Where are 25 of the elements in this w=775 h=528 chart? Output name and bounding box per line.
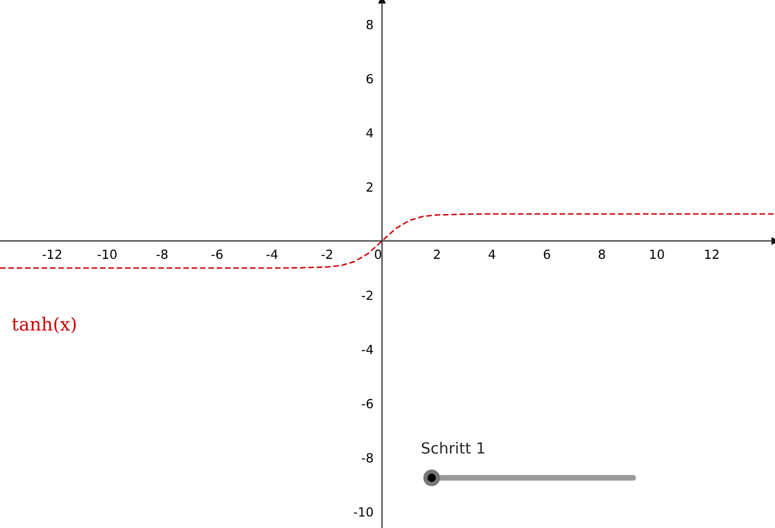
annotation: tanh(x) [12,316,76,334]
y-tick-label: 6 [366,74,373,84]
y-tick-label: -8 [362,453,373,463]
y-tick-label: 2 [366,182,372,192]
x-tick-label: 10 [650,250,664,259]
y-tick-label: -4 [362,344,373,354]
x-tick-label: -10 [98,250,117,259]
y-tick-label: 8 [366,20,373,30]
x-tick-label: -2 [321,250,332,259]
y-tick-label: -10 [354,507,373,517]
y-tick-label: 4 [366,128,373,138]
x-tick-label: 12 [705,250,718,259]
y-tick-label: -6 [362,398,373,408]
x-tick-label: -4 [266,250,278,259]
x-tick-label: -6 [211,250,223,259]
x-tick-label: 2 [434,250,440,259]
x-tick-label: 0 [374,250,382,259]
line-series [0,213,775,269]
x-tick-label: -8 [156,250,168,259]
x-tick-label: 8 [598,250,605,259]
y-tick-label: -2 [362,290,372,300]
x-tick-label: 4 [488,250,496,259]
annotation: Schritt 1 [422,442,484,454]
x-tick-label: -12 [42,250,62,259]
x-tick-label: 6 [544,250,550,259]
